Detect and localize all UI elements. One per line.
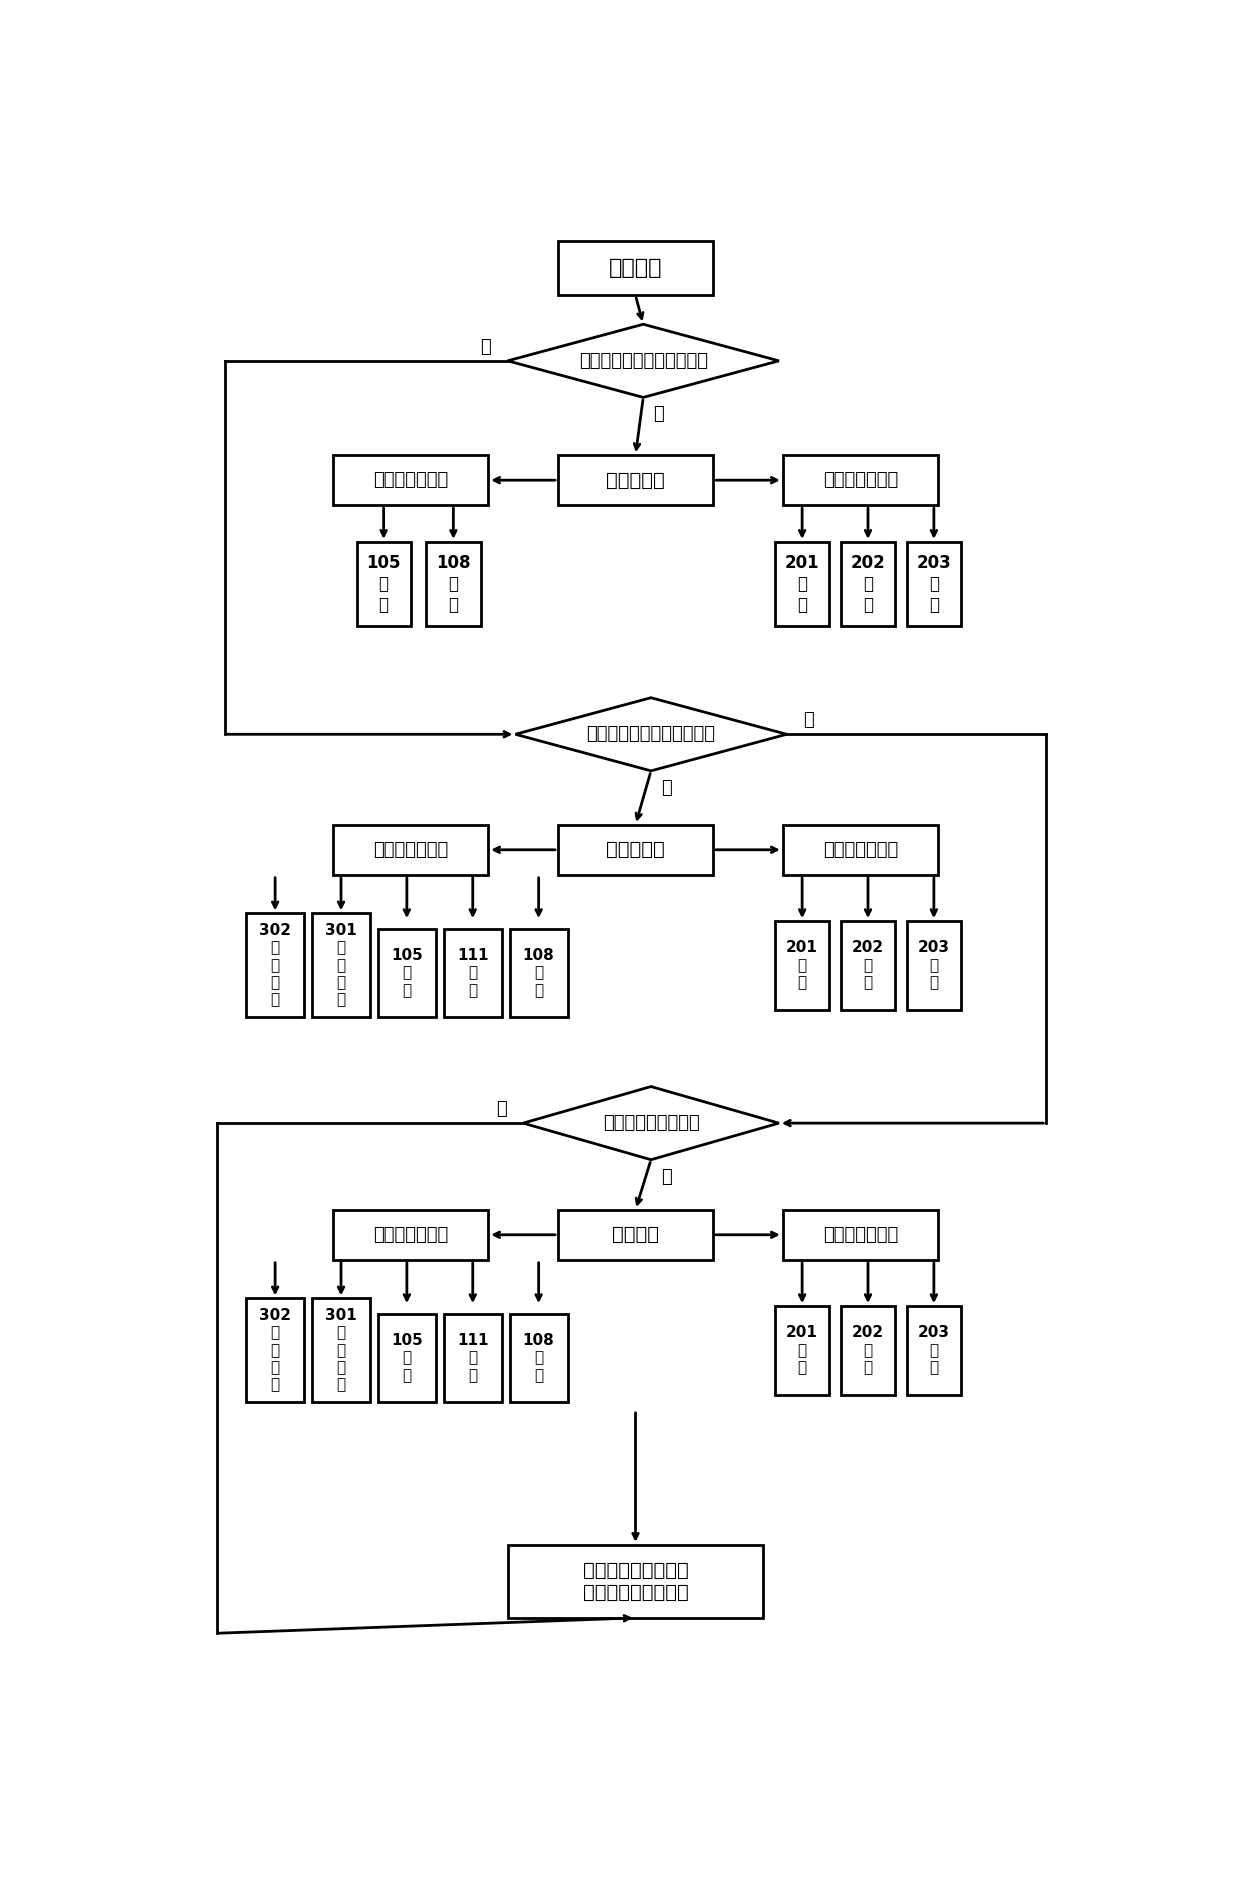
Bar [841,1306,895,1394]
Text: 302
最
大
转
速: 302 最 大 转 速 [259,1307,291,1392]
Bar [841,921,895,1010]
Text: 105
开
启: 105 开 启 [391,948,423,999]
Text: 准备时间＜第五阈值: 准备时间＜第五阈值 [603,1113,699,1132]
Text: 是: 是 [661,1168,672,1185]
Bar [246,914,304,1017]
Text: 105
关
闭: 105 关 闭 [366,554,401,614]
Bar [558,1210,713,1260]
Text: 202
关
闭: 202 关 闭 [852,1324,884,1375]
Text: 是: 是 [653,405,665,424]
Polygon shape [507,324,779,398]
Text: 磁制冷执行机构: 磁制冷执行机构 [373,1226,449,1243]
Text: 202
关
闭: 202 关 闭 [852,940,884,991]
Bar [775,921,830,1010]
Bar [510,929,568,1017]
Bar [444,929,502,1017]
Bar [334,825,489,874]
Text: 磁制冷执行机构: 磁制冷执行机构 [373,471,449,490]
Text: 203
关
闭: 203 关 闭 [918,940,950,991]
Bar [312,1298,370,1402]
Bar [427,543,481,627]
Bar [444,1313,502,1402]
Text: 203
关
闭: 203 关 闭 [916,554,951,614]
Text: 冷藏室化霜、冷冻室
化霜、准备时间清零: 冷藏室化霜、冷冻室 化霜、准备时间清零 [583,1560,688,1601]
Bar [334,456,489,505]
Bar [510,1313,568,1402]
Text: 111
冷
冻: 111 冷 冻 [458,948,489,999]
Text: 空气侧执行机构: 空气侧执行机构 [822,840,898,859]
Bar [334,1210,489,1260]
Bar [357,543,410,627]
Bar [775,1306,830,1394]
Polygon shape [516,697,786,771]
Text: 111
冷
冻: 111 冷 冻 [458,1334,489,1383]
Text: 冷冻室化霜: 冷冻室化霜 [606,840,665,859]
Text: 冷藏室化霜: 冷藏室化霜 [606,471,665,490]
Text: 301
最
大
转
速: 301 最 大 转 速 [325,1307,357,1392]
Bar [246,1298,304,1402]
Bar [558,456,713,505]
Text: 203
关
闭: 203 关 闭 [918,1324,950,1375]
Bar [378,1313,436,1402]
Bar [841,543,895,627]
Text: 201
开
启: 201 开 启 [786,940,818,991]
Text: 202
开
启: 202 开 启 [851,554,885,614]
Bar [558,241,713,296]
Text: 108
正
转: 108 正 转 [523,1334,554,1383]
Text: 否: 否 [496,1100,507,1119]
Text: 是: 是 [661,778,672,797]
Bar [312,914,370,1017]
Text: 201
关
闭: 201 关 闭 [785,554,820,614]
Text: 空气侧执行机构: 空气侧执行机构 [822,471,898,490]
Text: 108
关
闭: 108 关 闭 [436,554,471,614]
Text: 冷冻室化霜时间＜第四阈值: 冷冻室化霜时间＜第四阈值 [587,725,715,744]
Text: 302
最
大
转
速: 302 最 大 转 速 [259,923,291,1008]
Bar [775,543,830,627]
Text: 否: 否 [481,337,491,356]
Bar [906,921,961,1010]
Polygon shape [523,1087,779,1161]
Text: 化霜模式: 化霜模式 [609,258,662,279]
Bar [782,1210,937,1260]
Bar [378,929,436,1017]
Bar [558,825,713,874]
Text: 制冷准备: 制冷准备 [613,1225,658,1243]
Text: 否: 否 [804,712,813,729]
Bar [906,543,961,627]
Text: 301
最
大
转
速: 301 最 大 转 速 [325,923,357,1008]
Text: 磁制冷执行机构: 磁制冷执行机构 [373,840,449,859]
Bar [906,1306,961,1394]
Text: 201
开
启: 201 开 启 [786,1324,818,1375]
Text: 108
反
转: 108 反 转 [523,948,554,999]
Bar [507,1545,764,1618]
Bar [782,825,937,874]
Text: 冷藏室化霜时间＜第三阈值: 冷藏室化霜时间＜第三阈值 [579,352,708,369]
Bar [782,456,937,505]
Text: 空气侧执行机构: 空气侧执行机构 [822,1226,898,1243]
Text: 105
开
启: 105 开 启 [391,1334,423,1383]
